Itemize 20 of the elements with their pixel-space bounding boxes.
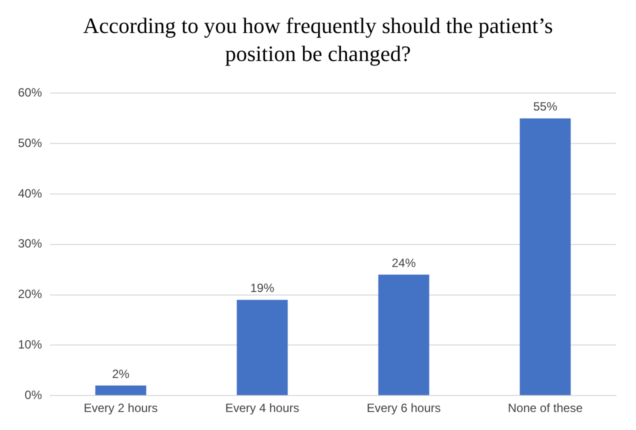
data-label: 24% [392, 256, 416, 270]
y-tick-label: 20% [18, 287, 42, 302]
y-tick-label: 60% [18, 86, 42, 100]
x-tick-label: Every 6 hours [366, 401, 441, 416]
bar [520, 118, 571, 396]
bar [378, 274, 430, 396]
chart-title: According to you how frequently should the patient’s position be changed? [82, 12, 554, 68]
data-label: 55% [533, 100, 558, 114]
bar [236, 300, 288, 396]
y-tick-label: 10% [18, 338, 42, 352]
y-tick-label: 50% [18, 136, 42, 150]
data-label: 2% [112, 366, 130, 381]
y-tick-label: 30% [18, 236, 42, 251]
x-tick-label: Every 2 hours [84, 401, 158, 416]
y-tick-label: 0% [24, 388, 42, 402]
x-tick-label: Every 4 hours [225, 401, 300, 416]
x-tick-label: None of these [508, 401, 583, 416]
bar [95, 386, 146, 396]
data-label: 19% [250, 281, 275, 296]
y-tick-label: 40% [18, 186, 42, 200]
